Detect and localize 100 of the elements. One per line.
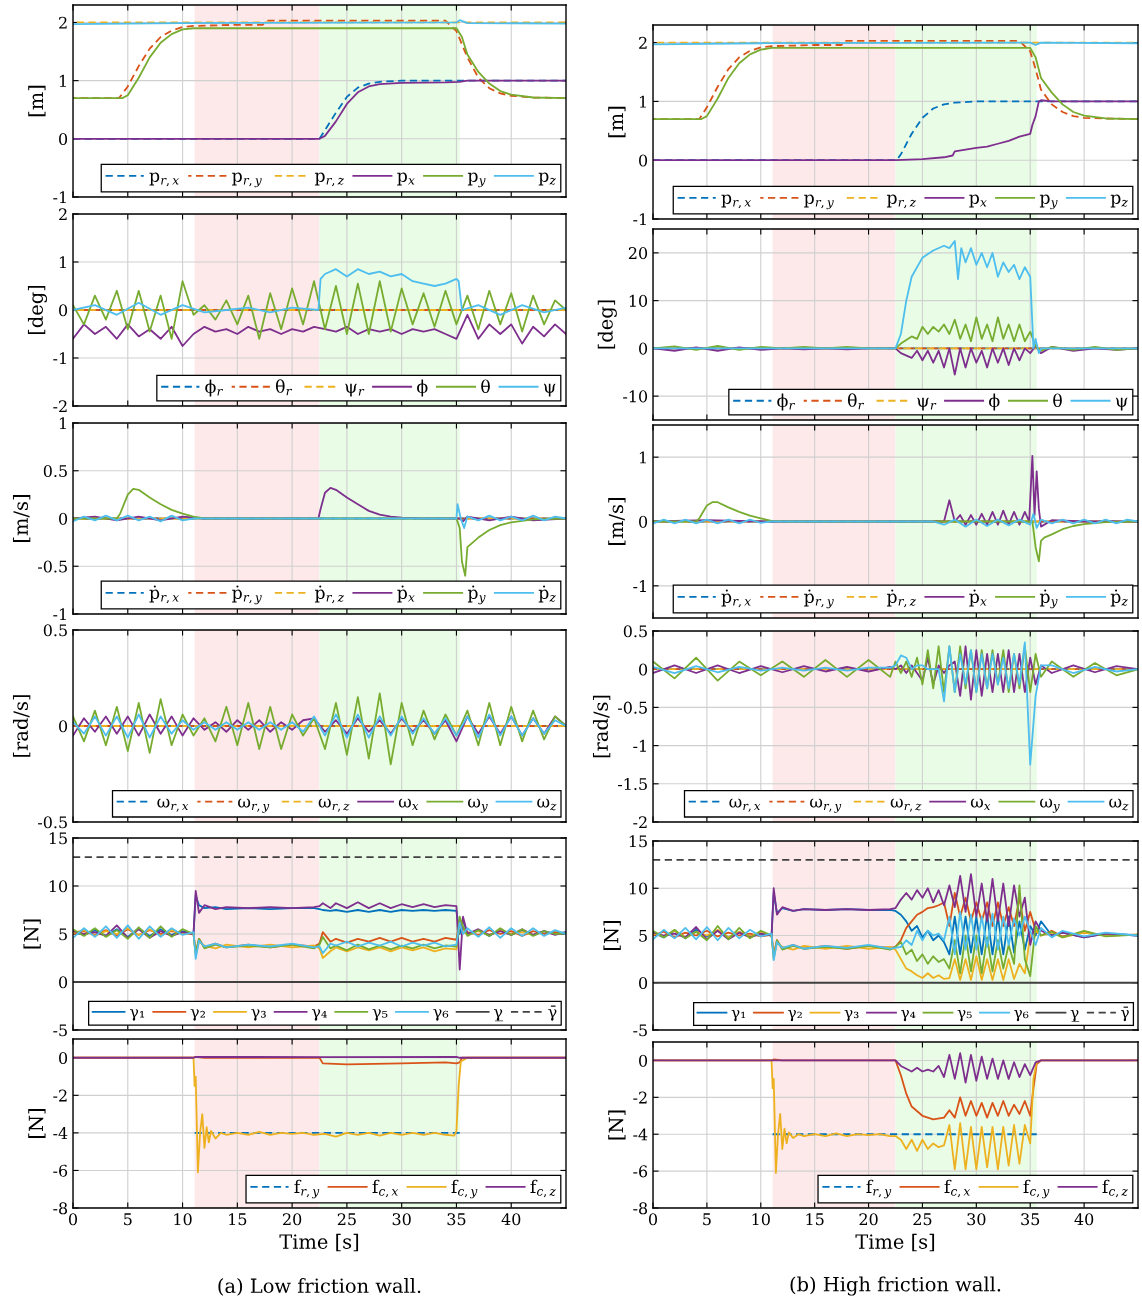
y-tick-label: 0.5 — [623, 625, 647, 638]
y-tick-label: -1 — [633, 213, 646, 226]
legend-label: γ₃ — [251, 1009, 266, 1021]
y-tick-label: -2 — [633, 816, 647, 829]
y-axis-title: [N] — [603, 921, 621, 950]
legend-label: ṗ$_{r,x}$ — [149, 585, 179, 604]
legend-label: γ₂ — [190, 1009, 205, 1021]
legend-label: γ₁ — [129, 1009, 145, 1021]
legend-label: ṗ$_{r,y}$ — [232, 585, 262, 605]
x-tick-label: 0 — [648, 1213, 658, 1226]
y-tick-label: -2 — [633, 1091, 647, 1104]
y-tick-label: 0.5 — [43, 464, 67, 478]
y-tick-label: -4 — [53, 1127, 68, 1139]
legend-label: ṗ$_{r,x}$ — [721, 589, 751, 608]
y-tick-label: 5 — [59, 928, 67, 941]
y-axis-title: [deg] — [27, 285, 48, 335]
legend-label: f$_{c,z}$ — [1102, 1179, 1128, 1198]
legend-label: γ₅ — [957, 1010, 972, 1022]
text: (a) Low friction wall. — [218, 1278, 421, 1296]
legend-label: ṗ$_{z}$ — [1110, 589, 1128, 607]
y-tick-label: 0 — [59, 976, 68, 989]
y-tick-label: 15 — [49, 832, 67, 845]
y-tick-label: 0.5 — [43, 624, 67, 637]
y-tick-label: -6 — [633, 1165, 648, 1178]
legend-label: f$_{c,y}$ — [451, 1179, 478, 1199]
y-tick-label: 0 — [639, 342, 648, 355]
legend-label: ω$_{z}$ — [537, 798, 557, 811]
y-tick-label: 15 — [629, 835, 647, 848]
y-axis-title: [N] — [23, 919, 41, 949]
legend-label: ω$_{r,z}$ — [318, 798, 350, 812]
y-tick-label: 1 — [639, 451, 646, 464]
x-tick-label: 10 — [752, 1213, 770, 1226]
legend-label: ω$_{r,y}$ — [810, 798, 842, 813]
y-tick-label: 10 — [49, 880, 68, 893]
legend-label: p$_{x}$ — [969, 194, 987, 208]
y-tick-label: 0 — [59, 304, 68, 317]
x-tick-label: 40 — [501, 1213, 521, 1226]
legend-label: p$_{x}$ — [397, 172, 415, 186]
y-tick-label: -1.5 — [618, 778, 647, 791]
y-axis-title: [N] — [608, 1110, 626, 1140]
legend-label: γ₆ — [1014, 1010, 1029, 1022]
x-tick-label: 20 — [859, 1213, 878, 1226]
legend-label: ω$_{y}$ — [1040, 798, 1060, 813]
legend-label: γ₄ — [311, 1009, 327, 1021]
x-tick-label: 25 — [913, 1213, 932, 1226]
legend-label: ϕ — [989, 393, 1000, 411]
y-tick-label: 0 — [639, 1054, 648, 1067]
y-tick-label: -2 — [53, 400, 67, 413]
legend-label: ω$_{x}$ — [398, 798, 419, 811]
y-tick-label: -2 — [53, 1089, 67, 1102]
legend-label: γ̄ — [548, 1005, 557, 1021]
legend-label: γ₃ — [844, 1010, 859, 1022]
legend-label: p$_{y}$ — [1039, 194, 1058, 210]
legend-label: ω$_{r,z}$ — [890, 798, 922, 812]
legend-label: p$_{r,x}$ — [149, 172, 179, 187]
y-tick-label: -1 — [53, 352, 66, 365]
legend-label: ω$_{x}$ — [970, 798, 991, 811]
y-tick-label: -4 — [633, 1128, 648, 1141]
legend-label: ω$_{r,x}$ — [157, 798, 189, 812]
y-axis-title: [m] — [28, 85, 46, 117]
x-tick-label: 15 — [229, 1213, 247, 1226]
legend-label: ψ — [543, 383, 556, 397]
legend-label: ṗ$_{r,y}$ — [804, 589, 834, 609]
legend-label: p$_{z}$ — [538, 172, 556, 186]
legend-label: ṗ$_{y}$ — [1039, 589, 1058, 609]
y-tick-label: -8 — [633, 1202, 648, 1215]
legend-label: ṗ$_{x}$ — [397, 585, 415, 603]
legend-label: f$_{c,x}$ — [944, 1179, 971, 1198]
x-tick-label: 30 — [392, 1213, 411, 1226]
legend-label: ω$_{r,x}$ — [729, 798, 761, 812]
x-tick-label: 25 — [337, 1213, 356, 1226]
y-tick-label: 5 — [639, 929, 647, 942]
y-tick-label: 10 — [629, 882, 648, 895]
y-tick-label: -5 — [633, 1024, 647, 1037]
legend-label: p$_{r,y}$ — [232, 172, 262, 188]
y-tick-label: 1 — [59, 417, 66, 430]
legend-label: ϕ$_{r}$ — [205, 379, 223, 397]
y-tick-label: 0 — [639, 515, 648, 528]
y-tick-label: -10 — [623, 390, 648, 403]
y-tick-label: -1 — [53, 608, 66, 621]
y-tick-label: 2 — [59, 208, 67, 221]
y-tick-label: 10 — [629, 294, 648, 307]
legend-label: ṗ$_{y}$ — [467, 585, 486, 605]
legend-label: ṗ$_{r,z}$ — [314, 585, 345, 604]
legend-label: ψ$_{r}$ — [917, 397, 937, 411]
y-tick-label: 0 — [59, 1051, 68, 1065]
legend-label: γ̲ — [493, 1009, 503, 1022]
legend-label: ṗ$_{x}$ — [969, 589, 987, 607]
legend-label: θ — [481, 379, 490, 393]
y-tick-label: 0 — [59, 720, 68, 733]
legend-label: γ₄ — [901, 1010, 916, 1022]
legend-label: p$_{r,z}$ — [886, 194, 917, 209]
y-tick-label: 2 — [59, 16, 67, 29]
legend-label: p$_{y}$ — [467, 172, 486, 188]
legend-label: f$_{r,y}$ — [294, 1179, 320, 1199]
legend-label: f$_{c,x}$ — [372, 1179, 399, 1198]
legend-label: γ̄ — [1121, 1006, 1129, 1022]
legend-label: ṗ$_{r,z}$ — [886, 589, 917, 608]
x-tick-label: 10 — [174, 1213, 192, 1226]
y-axis-title: [rad/s] — [592, 695, 611, 758]
